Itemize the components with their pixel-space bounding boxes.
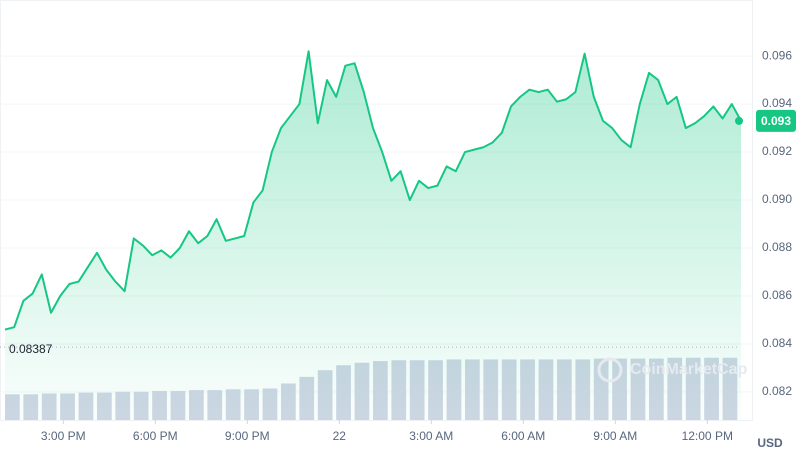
x-tick-label: 3:00 PM xyxy=(41,429,86,443)
x-tick-label: 9:00 AM xyxy=(593,429,637,443)
y-tick-label: 0.094 xyxy=(762,96,792,110)
currency-label: USD xyxy=(757,436,783,450)
watermark-logo xyxy=(597,357,623,383)
y-tick-label: 0.086 xyxy=(762,288,792,302)
price-area xyxy=(5,51,741,420)
y-tick-label: 0.090 xyxy=(762,192,792,206)
x-tick-label: 3:00 AM xyxy=(409,429,453,443)
y-tick-label: 0.084 xyxy=(762,336,792,350)
last-point xyxy=(735,116,743,125)
plot-frame xyxy=(0,0,753,421)
x-tick-label: 6:00 AM xyxy=(501,429,545,443)
y-tick-label: 0.092 xyxy=(762,144,792,158)
y-tick-label: 0.082 xyxy=(762,384,792,398)
current-price: 0.093 xyxy=(761,114,791,128)
x-tick-label: 6:00 PM xyxy=(133,429,178,443)
y-tick-label: 0.088 xyxy=(762,240,792,254)
x-tick-label: 22 xyxy=(333,429,347,443)
x-tick-label: 9:00 PM xyxy=(225,429,270,443)
low-label: 0.08387 xyxy=(9,342,53,356)
price-line xyxy=(4,50,742,331)
y-tick-label: 0.096 xyxy=(762,48,792,62)
price-badge xyxy=(756,109,796,132)
x-tick-label: 12:00 PM xyxy=(682,429,733,443)
watermark: CoinMarketCap xyxy=(630,361,748,378)
